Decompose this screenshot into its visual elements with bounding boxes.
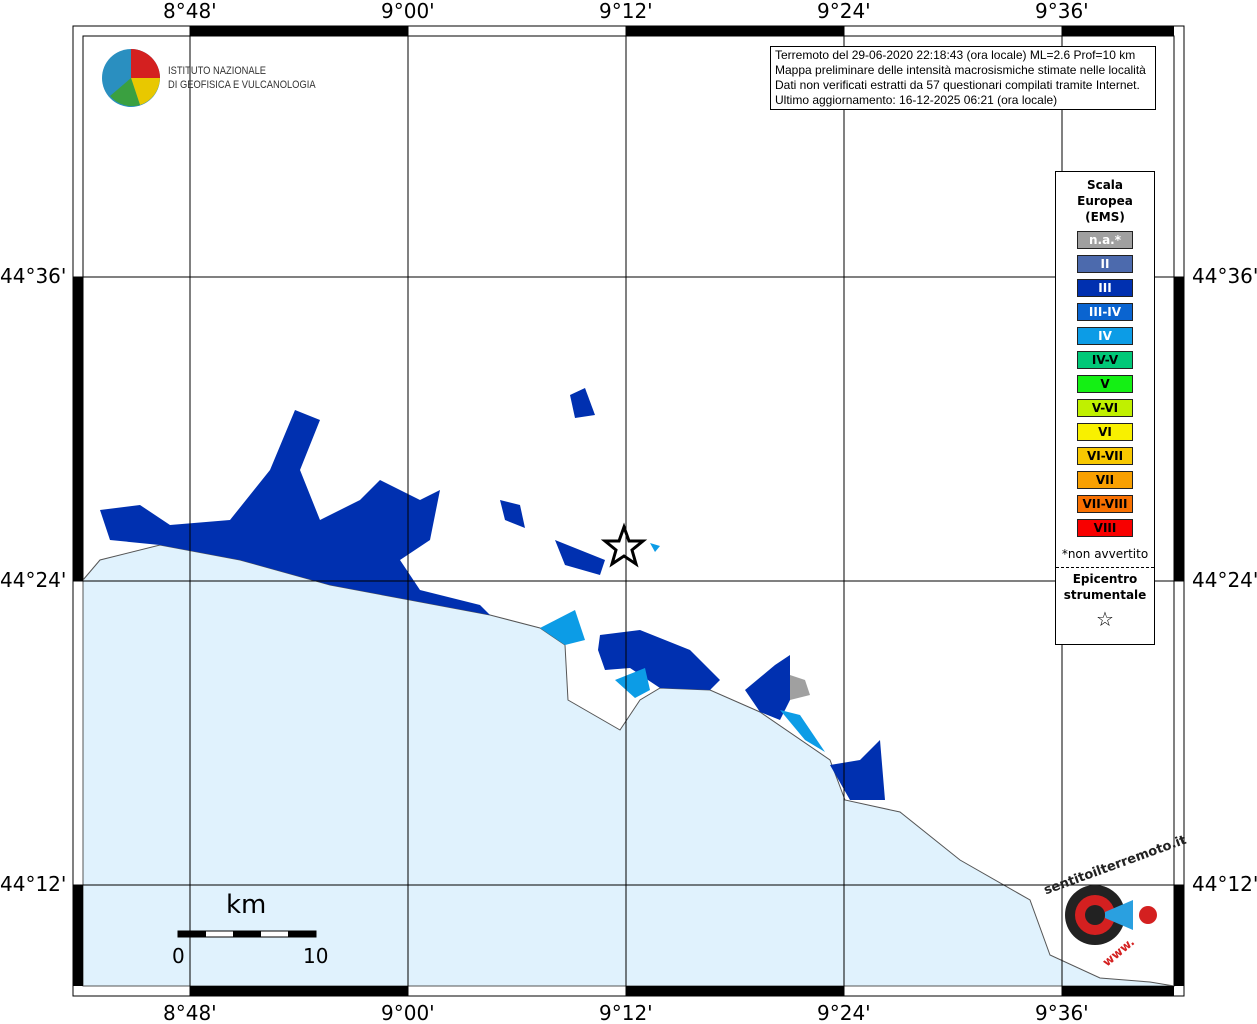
x-tick-label: 9°00' [381,1001,435,1024]
y-tick-label: 44°24' [0,568,67,592]
legend-swatch: n.a.* [1077,231,1133,249]
logo-line: DI GEOFISICA E VULCANOLOGIA [168,79,316,91]
epicenter-star [600,522,648,568]
x-tick-label: 9°24' [817,0,871,23]
info-line: Mappa preliminare delle intensità macros… [775,63,1146,77]
legend-epicenter-line: strumentale [1063,588,1147,602]
legend-epicenter-line: Epicentro [1072,572,1138,586]
legend-swatch: IV [1077,327,1133,345]
y-tick-label: 44°36' [1192,264,1257,288]
x-tick-label: 8°48' [163,1001,217,1024]
legend-swatch: VIII [1077,519,1133,537]
legend-swatch: II [1077,255,1133,273]
x-tick-label: 9°36' [1035,0,1089,23]
legend-swatch: IV-V [1077,351,1133,369]
frame-bars [73,26,1184,996]
scale-unit: km [226,890,267,920]
logo-line: ISTITUTO NAZIONALE [168,65,267,77]
x-tick-label: 9°12' [599,1001,653,1024]
ingv-logo-globe [102,49,160,107]
legend-divider [1056,567,1154,568]
scale-bar [177,930,317,938]
sentitoilterremoto-logo [1065,885,1157,945]
legend-swatch: VII-VIII [1077,495,1133,513]
y-tick-label: 44°12' [0,872,67,896]
y-tick-label: 44°24' [1192,568,1257,592]
ingv-logo-text: ISTITUTO NAZIONALE DI GEOFISICA E VULCAN… [168,64,316,92]
legend-footnote: *non avvertito [1061,547,1149,561]
legend-swatch: V [1077,375,1133,393]
legend-title-line: Europea [1077,194,1133,208]
legend-swatch: VI [1077,423,1133,441]
epicenter-star-icon: ☆ [1096,607,1114,631]
y-tick-label: 44°36' [0,264,67,288]
intensity-na-area [790,675,810,700]
ems-legend: Scala Europea (EMS) n.a.* II III III-IV IV IV… [1055,171,1155,645]
scale-min: 0 [172,944,185,968]
x-tick-label: 9°36' [1035,1001,1089,1024]
x-tick-label: 9°12' [599,0,653,23]
x-tick-label: 9°00' [381,0,435,23]
info-line: Terremoto del 29-06-2020 22:18:43 (ora l… [775,48,1136,62]
info-line: Dati non verificati estratti da 57 quest… [775,78,1140,92]
legend-title-line: (EMS) [1085,210,1125,224]
scale-max: 10 [303,944,329,968]
legend-epicenter-label: Epicentro strumentale [1056,571,1154,603]
y-tick-label: 44°12' [1192,872,1257,896]
legend-swatch: VII [1077,471,1133,489]
legend-title-line: Scala [1086,178,1124,192]
intensity-III-areas [100,388,885,800]
event-info-box: Terremoto del 29-06-2020 22:18:43 (ora l… [770,46,1156,110]
legend-swatch: III-IV [1077,303,1133,321]
legend-swatches: n.a.* II III III-IV IV IV-V V V-VI VI VI-VII VII VI… [1056,231,1154,537]
x-tick-label: 9°24' [817,1001,871,1024]
legend-title: Scala Europea (EMS) [1056,177,1154,225]
legend-swatch: VI-VII [1077,447,1133,465]
info-line: Ultimo aggiornamento: 16-12-2025 06:21 (… [775,93,1058,107]
legend-swatch: V-VI [1077,399,1133,417]
x-tick-label: 8°48' [163,0,217,23]
legend-swatch: III [1077,279,1133,297]
intensity-IV-areas [540,543,825,752]
